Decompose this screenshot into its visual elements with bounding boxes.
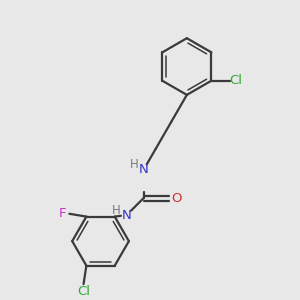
Text: Cl: Cl (230, 74, 242, 87)
Text: H: H (130, 158, 139, 171)
Text: N: N (122, 208, 131, 222)
Text: H: H (112, 204, 121, 217)
Text: F: F (58, 207, 66, 220)
Text: O: O (172, 192, 182, 205)
Text: Cl: Cl (77, 285, 90, 298)
Text: N: N (139, 163, 148, 176)
